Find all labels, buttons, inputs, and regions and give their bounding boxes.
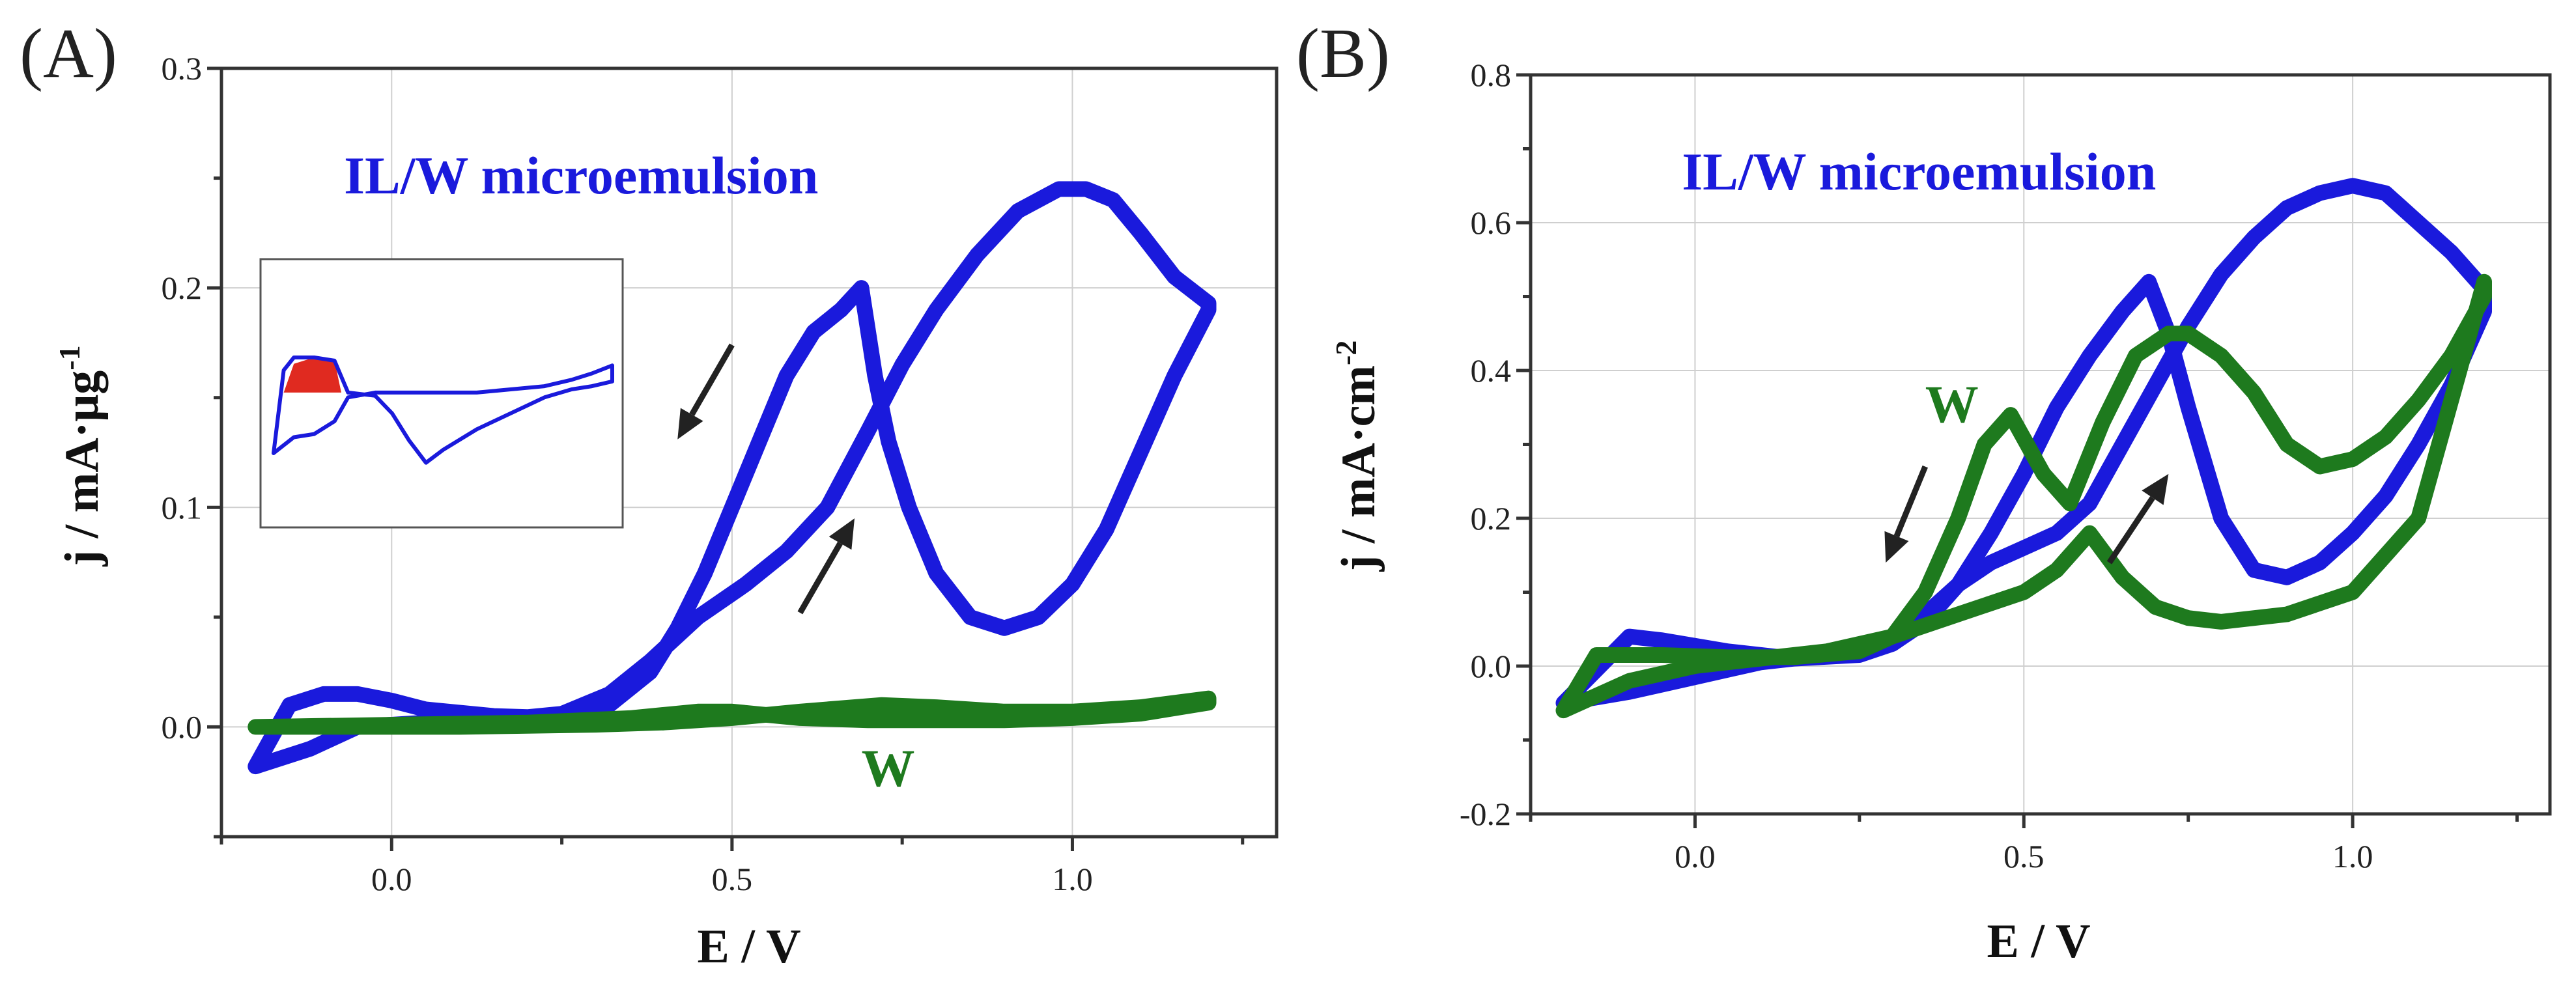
panel-a-arrow-1-shaft [797, 542, 843, 615]
panel-b-annotation-w: W [1925, 374, 1979, 434]
panel-a-y-ticks [207, 66, 221, 839]
panel-b-y-tick-label-3: 0.4 [1471, 352, 1512, 389]
panel-a-y-axis-title-main: j / mA·μg [55, 370, 109, 567]
panel-b-arrow-1 [2106, 473, 2169, 565]
panel-b-y-ticks [1516, 73, 1531, 816]
panel-b-x-tick-label-0: 0.0 [1675, 838, 1716, 874]
panel-b-x-tick-label-2: 1.0 [2332, 838, 2373, 874]
chart-panel-b: (B) 0.0 0.5 1.0 -0.2 0.0 0.2 0.4 0.6 0.8 IL/W m… [1296, 15, 2552, 968]
panel-a-arrow-0-head [677, 408, 703, 440]
panel-b-series [1555, 178, 2492, 719]
panel-b-x-axis-title: E / V [1987, 915, 2090, 968]
panel-b-y-tick-label-0: -0.2 [1460, 796, 1511, 832]
panel-a-y-axis-title: j / mA·μg-1 [53, 345, 109, 566]
panel-a-annotations: IL/W microemulsion W [344, 146, 914, 798]
panel-a-y-axis-title-exponent: -1 [53, 345, 86, 370]
panel-a-y-tick-label-2: 0.2 [162, 270, 203, 306]
panel-b-x-tick-label-1: 0.5 [2003, 838, 2045, 874]
panel-b-arrows [1884, 465, 2169, 565]
panel-a-label: (A) [20, 15, 117, 92]
panel-a-x-tick-label-2: 1.0 [1052, 861, 1093, 897]
panel-b-y-tick-labels: -0.2 0.0 0.2 0.4 0.6 0.8 [1460, 57, 1511, 832]
panel-a-y-tick-labels: 0.0 0.1 0.2 0.3 [162, 50, 203, 745]
panel-a-plot-frame [219, 66, 1279, 839]
panel-a-x-axis-title: E / V [697, 920, 800, 973]
panel-a-x-ticks [219, 837, 1245, 851]
panel-a-x-tick-label-1: 0.5 [712, 861, 753, 897]
panel-a-annotation-ilw-microemulsion: IL/W microemulsion [344, 146, 818, 205]
panel-a-series-ilw [248, 181, 1217, 775]
panel-a-y-tick-label-1: 0.1 [162, 489, 203, 525]
panel-b-y-axis-title-exponent: -2 [1329, 341, 1363, 365]
panel-a-arrow-1 [797, 518, 855, 615]
panel-a-annotation-w: W [861, 738, 914, 798]
inset-shaded-region [283, 357, 341, 393]
panel-a-x-tick-labels: 0.0 0.5 1.0 [371, 861, 1093, 897]
chart-panel-a: (A) 0.0 0.5 1.0 0.0 0.1 0.2 0.3 IL/W microemu… [20, 15, 1279, 973]
panel-a-inset [259, 258, 624, 529]
panel-b-x-ticks [1529, 814, 2519, 828]
panel-a-y-tick-label-3: 0.3 [162, 50, 203, 87]
panel-b-arrow-1-shaft [2106, 496, 2155, 565]
panel-b-label: (B) [1296, 15, 1390, 92]
panel-a-arrow-1-head [828, 518, 855, 550]
panel-b-y-axis-title-main: j / mA·cm [1332, 365, 1385, 572]
panel-b-arrow-0 [1884, 465, 1928, 563]
panel-a-arrows [677, 343, 855, 615]
panel-b-arrow-0-head [1884, 531, 1909, 563]
panel-b-annotation-ilw-microemulsion: IL/W microemulsion [1682, 142, 2156, 201]
panel-b-annotations: IL/W microemulsion W [1682, 142, 2156, 434]
panel-b-y-tick-label-4: 0.6 [1471, 204, 1512, 241]
panel-b-y-axis-title: j / mA·cm-2 [1329, 341, 1385, 572]
panel-a-series [248, 181, 1217, 775]
panel-b-y-tick-label-2: 0.2 [1471, 500, 1512, 537]
panel-b-series-water [1555, 273, 2492, 719]
panel-b-y-tick-label-5: 0.8 [1471, 57, 1512, 93]
panel-b-y-tick-label-1: 0.0 [1471, 648, 1512, 684]
panel-a-arrow-0 [677, 343, 735, 440]
panel-a-arrow-0-shaft [689, 343, 735, 416]
panel-a-y-tick-label-0: 0.0 [162, 708, 203, 745]
panel-a-series-water [248, 690, 1217, 735]
panel-b-x-tick-labels: 0.0 0.5 1.0 [1675, 838, 2373, 874]
panel-b-arrow-0-shaft [1893, 465, 1928, 538]
panel-b-arrow-1-head [2142, 473, 2169, 505]
inset-curve [272, 356, 614, 465]
panel-a-x-tick-label-0: 0.0 [371, 861, 412, 897]
